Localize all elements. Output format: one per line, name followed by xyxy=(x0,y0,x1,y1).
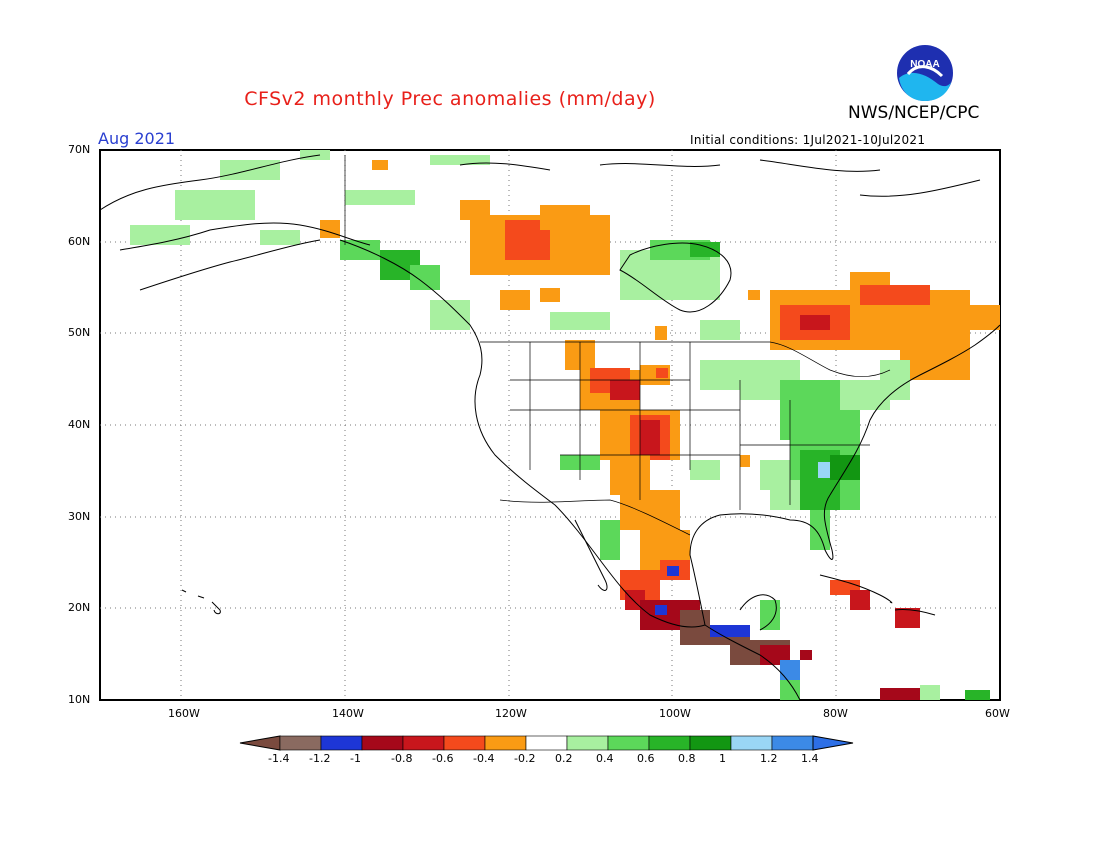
colorbar-label: 0.6 xyxy=(637,752,655,765)
lon-label: 160W xyxy=(168,707,200,720)
colorbar-cell xyxy=(279,735,322,751)
lon-label: 100W xyxy=(659,707,691,720)
colorbar-label: 0.8 xyxy=(678,752,696,765)
colorbar-label: 1 xyxy=(719,752,726,765)
colorbar-label: 0.2 xyxy=(555,752,573,765)
anomaly-cells xyxy=(130,150,1000,700)
colorbar-cell xyxy=(361,735,404,751)
initial-conditions: Initial conditions: 1Jul2021-10Jul2021 xyxy=(690,133,926,147)
forecast-month: Aug 2021 xyxy=(98,129,176,148)
colorbar-cell xyxy=(443,735,486,751)
colorbar xyxy=(239,735,854,751)
lat-label: 50N xyxy=(68,326,91,339)
colorbar-label: -0.4 xyxy=(473,752,495,765)
lat-label: 10N xyxy=(68,693,91,706)
colorbar-label: 1.4 xyxy=(801,752,819,765)
lat-label: 60N xyxy=(68,235,91,248)
colorbar-cell xyxy=(525,735,568,751)
coastlines xyxy=(99,154,1001,701)
title-text: CFSv2 monthly Prec anomalies (mm/day) xyxy=(244,88,656,110)
colorbar-cell xyxy=(771,735,814,751)
lon-label: 140W xyxy=(332,707,364,720)
borders xyxy=(344,155,891,536)
lon-label: 60W xyxy=(985,707,1010,720)
lon-label: 80W xyxy=(823,707,848,720)
colorbar-label: -1.2 xyxy=(309,752,331,765)
colorbar-cell xyxy=(730,735,773,751)
colorbar-label: -0.2 xyxy=(514,752,536,765)
chart-title: CFSv2 monthly Prec anomalies (mm/day) xyxy=(0,88,1100,110)
colorbar-cell xyxy=(320,735,363,751)
lat-label: 30N xyxy=(68,510,91,523)
colorbar-min-arrow xyxy=(239,735,281,751)
colorbar-max-arrow xyxy=(812,735,854,751)
colorbar-label: -1 xyxy=(350,752,361,765)
colorbar-cell xyxy=(689,735,732,751)
colorbar-cell xyxy=(484,735,527,751)
colorbar-cell xyxy=(566,735,609,751)
colorbar-cell xyxy=(607,735,650,751)
colorbar-cell xyxy=(402,735,445,751)
colorbar-cell xyxy=(648,735,691,751)
lat-label: 20N xyxy=(68,601,91,614)
colorbar-label: -1.4 xyxy=(268,752,290,765)
lat-label: 70N xyxy=(68,143,91,156)
noaa-logo-icon: NOAA xyxy=(897,45,953,101)
lat-label: 40N xyxy=(68,418,91,431)
colorbar-label: 1.2 xyxy=(760,752,778,765)
colorbar-label: -0.8 xyxy=(391,752,413,765)
colorbar-label: -0.6 xyxy=(432,752,454,765)
colorbar-label: 0.4 xyxy=(596,752,614,765)
lon-label: 120W xyxy=(495,707,527,720)
noaa-logo-text: NOAA xyxy=(910,59,939,70)
agency-label: NWS/NCEP/CPC xyxy=(848,103,980,123)
